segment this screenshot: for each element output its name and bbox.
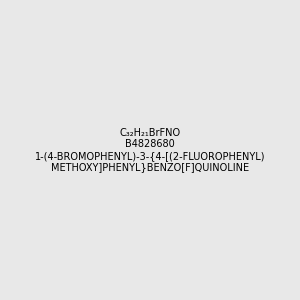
Text: C₃₂H₂₁BrFNO
B4828680
1-(4-BROMOPHENYL)-3-{4-[(2-FLUOROPHENYL)
METHOXY]PHENYL}BEN: C₃₂H₂₁BrFNO B4828680 1-(4-BROMOPHENYL)-3… [35,128,265,172]
